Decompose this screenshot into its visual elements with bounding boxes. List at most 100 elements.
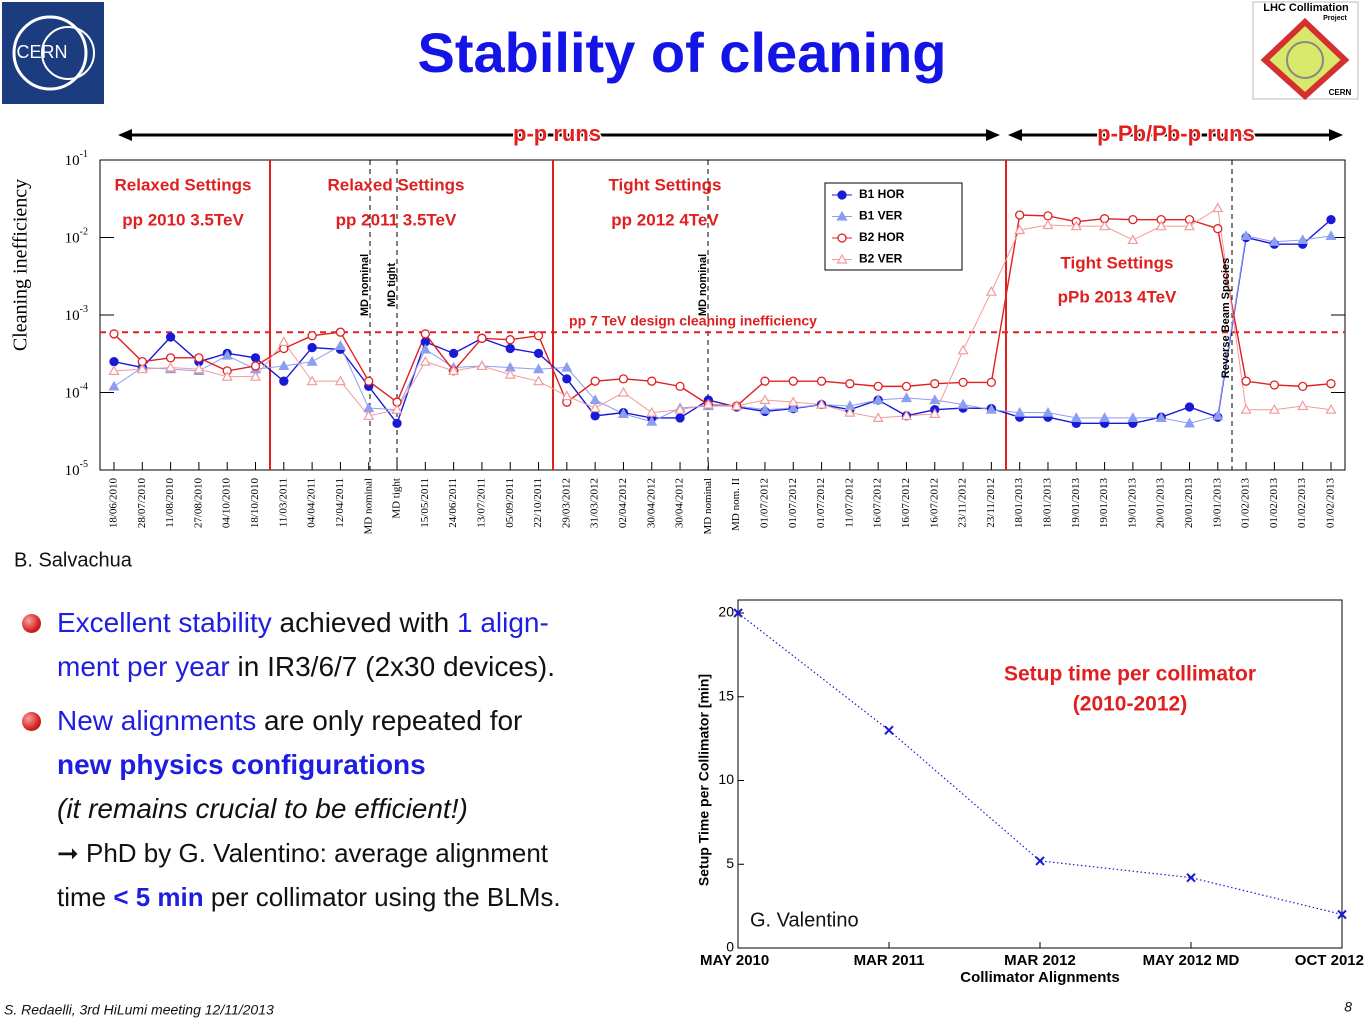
marker (1297, 400, 1309, 411)
x-tick-label: 01/07/2012 (787, 478, 799, 528)
marker (391, 403, 403, 414)
marker (901, 381, 912, 392)
marker (986, 377, 997, 388)
marker (985, 403, 997, 414)
bullet-line: new physics configurations (57, 749, 426, 780)
marker (419, 355, 431, 366)
marker (504, 368, 516, 379)
x-tick-label: 18/10/2010 (249, 478, 261, 529)
marker (249, 370, 262, 381)
chart-title: Setup time per collimator (1004, 663, 1256, 686)
x-tick-label: OCT 2012 (1295, 952, 1364, 969)
marker (364, 376, 374, 386)
bullet-dot (22, 712, 41, 731)
chart-title: (2010-2012) (1073, 693, 1187, 716)
marker (617, 386, 629, 397)
marker (733, 608, 743, 618)
x-tick-label: 15/05/2011 (419, 478, 431, 528)
marker (109, 357, 119, 367)
marker (279, 376, 289, 386)
x-tick-label: 01/02/2013 (1240, 478, 1252, 529)
legend-label: B1 VER (859, 209, 903, 223)
x-tick-label: 01/07/2012 (815, 478, 827, 528)
x-tick-label: 11/03/2011 (277, 478, 289, 527)
logo-ring (41, 26, 95, 80)
marker (1213, 224, 1223, 234)
marker (590, 411, 600, 421)
marker (929, 394, 941, 405)
marker (787, 396, 799, 407)
bullet-line: ment per year in IR3/6/7 (2x30 devices). (57, 645, 561, 689)
x-tick-label: 12/04/2011 (334, 478, 346, 528)
marker (1240, 230, 1252, 240)
logo-text: Project (1323, 15, 1347, 22)
marker (647, 376, 657, 386)
x-tick-label: 16/07/2012 (872, 478, 884, 528)
marker (420, 329, 430, 339)
annotation: pp 2012 4TeV (611, 210, 719, 229)
footer: S. Redaelli, 3rd HiLumi meeting 12/11/20… (4, 1002, 274, 1018)
arrow-head (1008, 129, 1022, 141)
marker (1337, 909, 1347, 920)
bullet-line: (it remains crucial to be efficient!) (57, 793, 468, 824)
marker (837, 190, 847, 200)
marker (1014, 224, 1026, 235)
y-tick-label: 0 (726, 939, 734, 955)
x-tick-label: 27/08/2010 (192, 478, 204, 529)
x-tick-label: MAR 2012 (1004, 952, 1076, 969)
y-tick-label: 10-1 (65, 149, 88, 169)
annotation: pp 2011 3.5TeV (336, 210, 457, 229)
marker (1325, 403, 1337, 414)
x-tick-label: 19/01/2013 (1211, 478, 1223, 529)
marker (674, 403, 686, 414)
marker (1070, 412, 1082, 423)
annotation: pp 2010 3.5TeV (122, 210, 244, 229)
marker (1241, 376, 1251, 386)
marker (165, 361, 177, 372)
x-tick-label: 19/01/2013 (1126, 478, 1138, 529)
marker (505, 335, 515, 345)
x-tick-label: 13/07/2011 (475, 478, 487, 528)
plot-frame (737, 599, 1343, 949)
marker (675, 381, 685, 392)
marker (873, 381, 883, 392)
x-tick-label: 30/04/2012 (645, 478, 657, 528)
y-tick-label: 10-5 (65, 459, 88, 479)
marker (1269, 380, 1280, 390)
marker (930, 379, 940, 389)
marker (533, 348, 544, 359)
annotation: Tight Settings (1060, 253, 1173, 272)
marker (1325, 230, 1337, 240)
marker (1240, 403, 1252, 414)
series-line (113, 219, 1332, 425)
y-tick-label: 10-3 (65, 304, 88, 324)
marker (1155, 412, 1167, 423)
marker (957, 398, 969, 409)
x-tick-label: 05/09/2011 (504, 478, 516, 528)
bullet-list: Excellent stability achieved with 1 alig… (57, 601, 561, 919)
marker (562, 374, 572, 384)
y-tick-label: 10-2 (65, 227, 88, 247)
marker (307, 331, 317, 341)
md-label: MD nominal (697, 254, 709, 316)
x-tick-label: 02/04/2012 (617, 478, 629, 528)
marker (278, 336, 290, 346)
marker (788, 376, 798, 386)
x-tick-label: 18/01/2013 (1042, 478, 1054, 529)
y-tick-label: 5 (726, 855, 734, 871)
series-line (113, 207, 1332, 419)
marker (1070, 220, 1082, 231)
marker (816, 376, 827, 386)
legend-label: B1 HOR (859, 187, 905, 201)
logo-circle (1286, 41, 1324, 79)
text: achieved with (271, 607, 457, 638)
x-tick-label: MD nom. II (730, 478, 742, 531)
x-tick-label: 01/02/2013 (1325, 478, 1337, 529)
marker (589, 402, 601, 413)
marker (731, 400, 743, 411)
arrow-head (1329, 129, 1343, 141)
slide-title: Stability of cleaning (418, 21, 947, 84)
marker (1035, 856, 1045, 866)
annotation: pPb 2013 4TeV (1058, 287, 1177, 306)
